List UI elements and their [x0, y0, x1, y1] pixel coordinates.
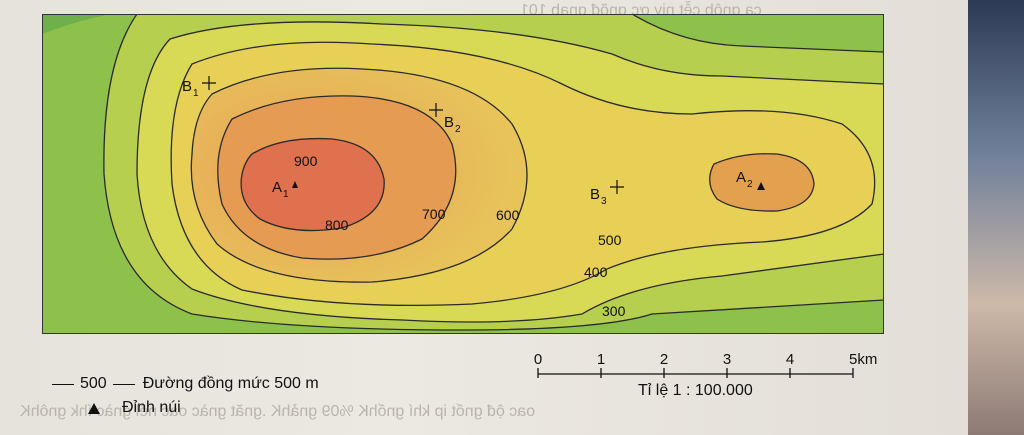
legend-contour-text: Đường đồng mức 500 m: [142, 375, 319, 392]
scale-bar: 0 1 2 3 4 5km Tỉ lệ 1 : 100.000: [520, 344, 900, 414]
point-b1: B 1: [182, 76, 216, 99]
contour-600-a2: [709, 153, 815, 212]
contour-label-500: 500: [598, 232, 622, 248]
point-b2-cross-icon: [429, 103, 443, 117]
legend: 500 Đường đồng mức 500 m Đỉnh núi: [52, 372, 319, 420]
legend-peak-text: Đỉnh núi: [122, 399, 181, 416]
point-b2: B 2: [429, 103, 461, 135]
map-frame: [42, 14, 884, 334]
peak-a2: A 2: [736, 169, 765, 190]
contour-label-400: 400: [584, 264, 608, 280]
point-b1-subscript: 1: [193, 88, 199, 99]
map-svg: 900 800 700 600 500 400 300 A 1 A 2 B 1 …: [42, 14, 884, 334]
contour-line-icon: [112, 383, 135, 385]
peak-a1-label: A: [272, 179, 282, 196]
scale-tick-label: 1: [597, 351, 605, 368]
scale-bar-svg: 0 1 2 3 4 5km: [534, 351, 877, 378]
peak-a1: A 1: [272, 179, 298, 200]
legend-contour: 500 Đường đồng mức 500 m: [52, 372, 319, 396]
peak-a1-subscript: 1: [283, 189, 289, 200]
point-b3-subscript: 3: [601, 196, 607, 207]
legend-peak: Đỉnh núi: [52, 396, 319, 420]
peak-a1-triangle-icon: [292, 181, 298, 188]
scale-tick-label: 4: [786, 351, 794, 368]
point-b3-cross-icon: [610, 180, 624, 194]
contour-label-800: 800: [325, 217, 349, 233]
contour-label-700: 700: [422, 206, 446, 222]
contour-label-900: 900: [294, 153, 318, 169]
scale-tick-label: 3: [723, 351, 731, 368]
scale-ratio: Tỉ lệ 1 : 100.000: [638, 382, 753, 399]
legend-contour-value: 500: [80, 375, 107, 392]
point-b3-label: B: [590, 186, 600, 203]
scale-tick-label: 0: [534, 351, 542, 368]
adjacent-photo: [968, 0, 1024, 435]
contour-map: 900 800 700 600 500 400 300 A 1 A 2 B 1 …: [42, 14, 884, 334]
peak-triangle-icon: [88, 402, 100, 414]
contour-label-300: 300: [602, 303, 626, 319]
peak-a2-label: A: [736, 169, 746, 186]
scale-tick-label: 5km: [849, 351, 877, 368]
contour-800: [240, 137, 385, 232]
peak-a2-subscript: 2: [747, 179, 753, 190]
point-b1-cross-icon: [202, 76, 216, 90]
scale-tick-label: 2: [660, 351, 668, 368]
point-b2-subscript: 2: [455, 124, 461, 135]
peak-a2-triangle-icon: [757, 182, 765, 190]
contour-label-600: 600: [496, 207, 520, 223]
point-b3: B 3: [590, 180, 624, 207]
contour-line-icon: [52, 383, 74, 385]
point-b1-label: B: [182, 78, 192, 95]
point-b2-label: B: [444, 114, 454, 131]
